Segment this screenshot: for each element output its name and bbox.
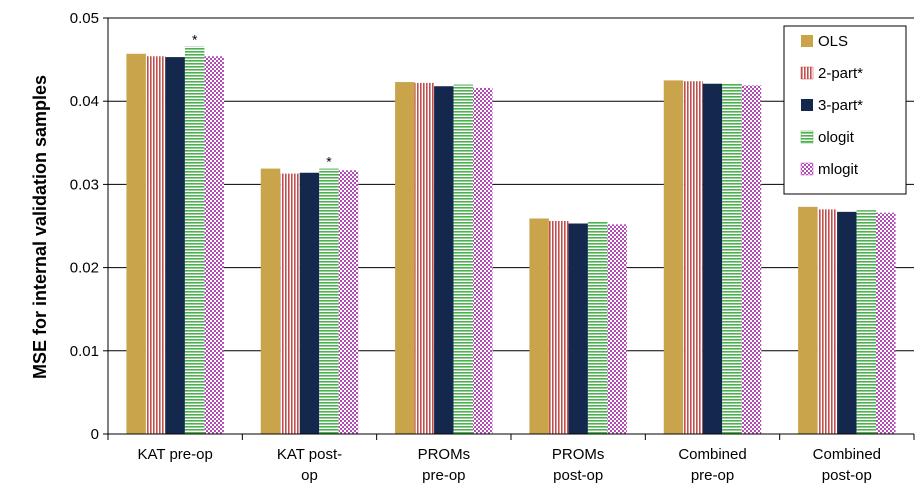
bar-mlogit-4 bbox=[607, 224, 627, 434]
bar-mlogit-3 bbox=[473, 87, 493, 434]
bar-ols-2 bbox=[260, 168, 281, 435]
y-tick-label: 0 bbox=[91, 426, 99, 443]
bar-ologit-3 bbox=[453, 84, 474, 434]
legend-swatch bbox=[800, 130, 814, 144]
y-axis-ticks: 0 0.01 0.02 0.03 0.04 0.05 bbox=[70, 10, 108, 443]
bar-ols-6 bbox=[798, 206, 818, 434]
bar-mlogit-5 bbox=[741, 85, 762, 434]
x-category-label: PROMs pre-op bbox=[418, 446, 471, 484]
bar-3-part-6 bbox=[837, 211, 857, 434]
y-tick-label: 0.03 bbox=[70, 176, 99, 193]
legend-swatch bbox=[801, 35, 813, 47]
x-category-label: KAT post-op bbox=[277, 446, 342, 484]
bar-3-part-5 bbox=[702, 83, 723, 434]
bar-3-part-3 bbox=[434, 86, 454, 434]
y-tick-label: 0.05 bbox=[70, 10, 99, 27]
x-axis-categories: KAT pre-op KAT post-op PROMs pre-op PROMs pos… bbox=[138, 446, 882, 484]
bar-ols-4 bbox=[529, 218, 549, 434]
bar-mlogit-6 bbox=[876, 212, 896, 434]
bar-2-part-4 bbox=[548, 221, 569, 434]
legend-label: OLS bbox=[818, 33, 848, 50]
significance-asterisk: * bbox=[326, 154, 332, 170]
y-tick-label: 0.01 bbox=[70, 343, 99, 360]
x-category-label: Combined post-op bbox=[813, 446, 881, 484]
x-category-label: PROMs post-op bbox=[552, 446, 605, 484]
bar-2-part-5 bbox=[683, 81, 703, 435]
bar-mlogit-2 bbox=[338, 170, 359, 435]
bar-ols-5 bbox=[663, 80, 684, 435]
bar-2-part-3 bbox=[414, 82, 435, 435]
legend-label: 2-part* bbox=[818, 65, 863, 82]
legend-label: mlogit bbox=[818, 161, 859, 178]
bar-ologit-5 bbox=[722, 82, 742, 435]
bar-2-part-1 bbox=[145, 56, 166, 434]
gridlines bbox=[108, 17, 914, 352]
bar-3-part-4 bbox=[568, 223, 588, 434]
bar-ologit-2 bbox=[319, 168, 339, 435]
significance-asterisk: * bbox=[192, 31, 198, 47]
y-axis-label: MSE for internal validation samples bbox=[30, 75, 50, 379]
legend-swatch bbox=[800, 162, 814, 176]
legend-label: 3-part* bbox=[818, 97, 863, 114]
bar-2-part-6 bbox=[817, 209, 838, 434]
x-category-label: KAT pre-op bbox=[138, 446, 213, 463]
bar-3-part-2 bbox=[299, 172, 320, 434]
legend-label: ologit bbox=[818, 129, 855, 146]
axes bbox=[107, 18, 915, 440]
legend-swatch bbox=[801, 99, 813, 111]
bar-ologit-1 bbox=[184, 46, 205, 435]
bar-2-part-2 bbox=[280, 173, 300, 435]
legend-swatch bbox=[800, 66, 814, 80]
bar-mlogit-1 bbox=[204, 56, 224, 434]
bar-ologit-6 bbox=[856, 210, 877, 434]
bar-ols-1 bbox=[126, 53, 146, 434]
y-tick-label: 0.04 bbox=[70, 93, 99, 110]
y-tick-label: 0.02 bbox=[70, 260, 99, 277]
x-category-label: Combined pre-op bbox=[678, 446, 746, 484]
bar-ols-3 bbox=[395, 82, 415, 435]
bar-3-part-1 bbox=[165, 57, 185, 434]
annotations: ** bbox=[192, 31, 332, 169]
bars bbox=[126, 46, 896, 435]
bar-ologit-4 bbox=[587, 221, 608, 434]
legend: OLS 2-part* 3-part* ologit mlogit bbox=[783, 25, 907, 195]
